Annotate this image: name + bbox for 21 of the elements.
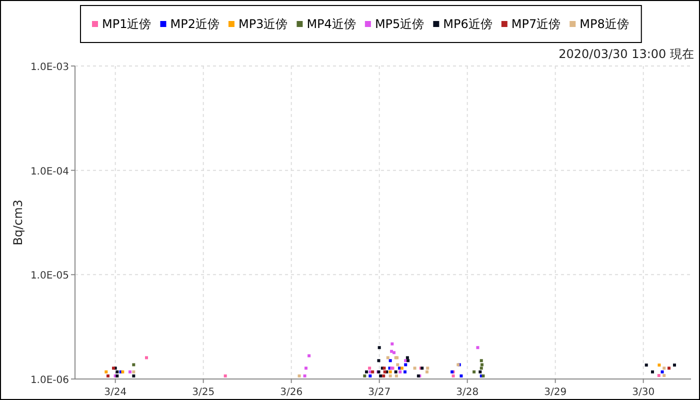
legend-label: MP5近傍 <box>374 17 424 31</box>
x-tick-label: 3/27 <box>368 387 391 398</box>
y-tick-label: 1.0E-06 <box>30 375 69 386</box>
legend-label: MP4近傍 <box>306 17 356 31</box>
x-tick-label: 3/24 <box>104 387 127 398</box>
legend-label: MP1近傍 <box>102 17 152 31</box>
y-tick-label: 1.0E-05 <box>30 270 69 282</box>
y-axis-title: Bq/cm3 <box>11 200 25 246</box>
legend-label: MP8近傍 <box>580 17 629 31</box>
legend-label: MP2近傍 <box>170 17 220 31</box>
text: 2020/03/30 13:00 現在 <box>558 47 694 61</box>
legend-label: MP6近傍 <box>443 17 492 31</box>
x-tick-label: 3/30 <box>632 387 655 398</box>
x-tick-label: 3/25 <box>192 387 215 398</box>
x-tick-label: 3/28 <box>456 387 479 398</box>
legend-label: MP7近傍 <box>511 17 561 31</box>
x-tick-label: 3/26 <box>280 387 303 398</box>
legend-label: MP3近傍 <box>238 17 288 31</box>
y-tick-label: 1.0E-04 <box>30 166 69 178</box>
y-tick-label: 1.0E-03 <box>30 62 69 73</box>
x-tick-label: 3/29 <box>544 387 567 398</box>
